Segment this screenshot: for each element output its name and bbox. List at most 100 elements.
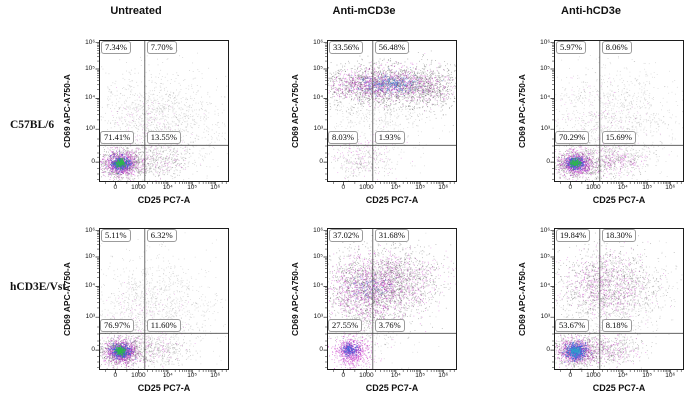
- x-tick-label: 10⁴: [162, 184, 173, 191]
- quadrant-lower-left-pct: 76.97%: [100, 319, 135, 333]
- flow-panel-hcd3e-untreated: CD69 APC-A750-A 10⁶ 10⁵ 10⁴ 10³ 0 0 1000…: [62, 224, 235, 393]
- x-tick-label: 10⁴: [390, 372, 401, 379]
- column-title-anti-hcd3e: Anti-hCD3e: [561, 5, 621, 17]
- y-tick-label: 10⁶: [313, 38, 323, 46]
- y-tick-label: 10⁴: [84, 94, 95, 102]
- flow-panel-hcd3e-anti-hcd3e: CD69 APC-A750-A 10⁶ 10⁵ 10⁴ 10³ 0 0 1000…: [517, 224, 690, 393]
- flow-panel-c57bl6-anti-mcd3e: CD69 APC-A750-A 10⁶ 10⁵ 10⁴ 10³ 0 0 1000…: [290, 36, 463, 205]
- y-tick-label: 10⁵: [313, 253, 323, 260]
- y-tick-label: 10³: [313, 125, 323, 133]
- quadrant-upper-right-pct: 7.70%: [146, 41, 177, 54]
- quadrant-upper-left-pct: 33.56%: [329, 41, 364, 54]
- y-tick-label: 10⁵: [540, 65, 550, 72]
- y-tick-label: 10⁵: [540, 253, 550, 260]
- x-axis-label: CD25 PC7-A: [137, 195, 191, 205]
- y-tick-label: 10⁶: [85, 38, 95, 46]
- x-tick-label: 0: [568, 184, 573, 191]
- x-tick-label: 10⁶: [665, 372, 676, 379]
- y-tick-label: 10⁴: [312, 282, 323, 290]
- x-tick-label: 10⁶: [210, 372, 221, 379]
- quadrant-upper-left-pct: 5.11%: [101, 229, 131, 242]
- x-tick-label: 1000: [586, 372, 601, 379]
- y-tick-label: 10⁶: [540, 38, 550, 46]
- quadrant-lower-right-pct: 3.76%: [374, 319, 405, 333]
- x-tick-label: 10⁴: [390, 184, 401, 191]
- x-tick-label: 1000: [586, 184, 601, 191]
- y-tick-label: 0: [91, 346, 95, 354]
- quadrant-lower-right-pct: 11.60%: [146, 319, 181, 333]
- x-axis-label: CD25 PC7-A: [592, 195, 646, 205]
- scatter-canvas: [93, 36, 235, 188]
- row-label-c57bl6: C57BL/6: [10, 119, 55, 131]
- y-tick-label: 10⁴: [539, 94, 550, 102]
- y-tick-label: 10³: [85, 125, 95, 133]
- x-tick-label: 10⁵: [642, 184, 653, 191]
- quadrant-lower-right-pct: 1.93%: [374, 131, 405, 145]
- quadrant-lower-left-pct: 27.55%: [328, 319, 363, 333]
- quadrant-lower-left-pct: 53.67%: [555, 319, 590, 333]
- x-tick-label: 10⁶: [438, 372, 449, 379]
- y-tick-label: 10⁶: [540, 226, 550, 234]
- y-tick-label: 10⁴: [539, 282, 550, 290]
- y-tick-label: 10³: [540, 313, 550, 321]
- y-tick-label: 0: [91, 158, 95, 166]
- x-tick-label: 10⁵: [642, 372, 653, 379]
- x-axis-label: CD25 PC7-A: [137, 383, 191, 393]
- column-title-anti-mcd3e: Anti-mCD3e: [332, 5, 396, 17]
- scatter-canvas: [321, 36, 463, 188]
- x-tick-label: 1000: [359, 372, 374, 379]
- x-tick-label: 10⁶: [210, 184, 221, 191]
- y-tick-label: 0: [319, 346, 323, 354]
- x-axis-label: CD25 PC7-A: [365, 383, 419, 393]
- column-title-untreated: Untreated: [110, 5, 162, 17]
- quadrant-upper-left-pct: 19.84%: [556, 229, 591, 242]
- x-tick-label: 10⁶: [438, 184, 449, 191]
- quadrant-upper-right-pct: 31.68%: [374, 229, 410, 242]
- quadrant-lower-right-pct: 13.55%: [146, 131, 182, 145]
- quadrant-upper-right-pct: 18.30%: [601, 229, 637, 242]
- y-tick-label: 10⁴: [84, 282, 95, 290]
- x-tick-label: 1000: [131, 184, 146, 191]
- quadrant-upper-left-pct: 5.97%: [556, 41, 586, 54]
- x-tick-label: 10⁵: [415, 372, 426, 379]
- y-tick-label: 10³: [540, 125, 550, 133]
- row-label-hcd3e-vst: hCD3E/Vst: [10, 281, 67, 293]
- flow-panel-c57bl6-untreated: CD69 APC-A750-A 10⁶ 10⁵ 10⁴ 10³ 0 0 1000…: [62, 36, 235, 205]
- scatter-canvas: [321, 224, 463, 376]
- x-tick-label: 10⁴: [162, 372, 173, 379]
- y-tick-label: 10⁵: [85, 65, 95, 72]
- x-tick-label: 0: [113, 372, 118, 379]
- quadrant-upper-right-pct: 6.32%: [146, 229, 177, 242]
- scatter-canvas: [548, 224, 690, 376]
- x-tick-label: 0: [341, 372, 346, 379]
- y-tick-label: 10⁵: [313, 65, 323, 72]
- y-tick-label: 10⁶: [85, 226, 95, 234]
- quadrant-upper-right-pct: 8.06%: [601, 41, 632, 54]
- quadrant-upper-left-pct: 37.02%: [329, 229, 364, 242]
- y-tick-label: 0: [546, 346, 550, 354]
- x-tick-label: 1000: [131, 372, 146, 379]
- y-tick-label: 10⁴: [312, 94, 323, 102]
- quadrant-upper-left-pct: 7.34%: [101, 41, 131, 54]
- y-tick-label: 10³: [313, 313, 323, 321]
- quadrant-lower-right-pct: 8.18%: [601, 319, 632, 333]
- quadrant-upper-right-pct: 56.48%: [374, 41, 410, 54]
- x-tick-label: 10⁵: [415, 184, 426, 191]
- x-tick-label: 0: [341, 184, 346, 191]
- x-tick-label: 10⁴: [617, 184, 628, 191]
- x-tick-label: 0: [113, 184, 118, 191]
- y-tick-label: 0: [546, 158, 550, 166]
- x-axis-label: CD25 PC7-A: [365, 195, 419, 205]
- x-tick-label: 10⁶: [665, 184, 676, 191]
- quadrant-lower-left-pct: 71.41%: [100, 131, 135, 145]
- flow-panel-hcd3e-anti-mcd3e: CD69 APC-A750-A 10⁶ 10⁵ 10⁴ 10³ 0 0 1000…: [290, 224, 463, 393]
- scatter-canvas: [548, 36, 690, 188]
- y-tick-label: 0: [319, 158, 323, 166]
- scatter-canvas: [93, 224, 235, 376]
- x-axis-label: CD25 PC7-A: [592, 383, 646, 393]
- flow-panel-c57bl6-anti-hcd3e: CD69 APC-A750-A 10⁶ 10⁵ 10⁴ 10³ 0 0 1000…: [517, 36, 690, 205]
- y-tick-label: 10⁶: [313, 226, 323, 234]
- y-tick-label: 10³: [85, 313, 95, 321]
- x-tick-label: 10⁴: [617, 372, 628, 379]
